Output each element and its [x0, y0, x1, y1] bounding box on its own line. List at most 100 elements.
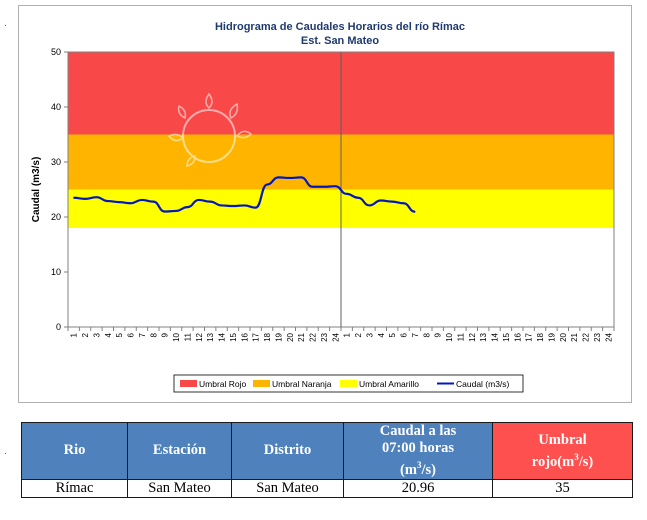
- x-tick-label: 4: [377, 332, 386, 337]
- y-tick-label: 0: [56, 322, 61, 332]
- series-point: [198, 199, 200, 201]
- x-tick-label: 13: [206, 332, 215, 341]
- chart-subtitle: Est. San Mateo: [301, 35, 380, 47]
- x-tick-label: 23: [593, 332, 602, 341]
- legend-label: Umbral Naranja: [272, 379, 332, 389]
- x-tick-label: 5: [388, 332, 397, 337]
- series-point: [209, 201, 211, 203]
- x-tick-label: 8: [149, 332, 158, 337]
- series-point: [266, 183, 268, 186]
- x-tick-label: 4: [104, 332, 113, 337]
- legend-swatch: [180, 380, 197, 387]
- header-estacion: Estación: [127, 422, 232, 480]
- y-tick-label: 30: [51, 157, 61, 167]
- x-tick-label: 20: [286, 332, 295, 341]
- header-caudal: Caudal a las 07:00 horas (m3/s): [343, 422, 493, 480]
- series-point: [368, 204, 371, 207]
- legend-swatch: [340, 380, 357, 387]
- chart-title: Hidrograma de Caudales Horarios del río …: [215, 21, 465, 33]
- header-distrito: Distrito: [231, 422, 344, 480]
- x-tick-label: 16: [513, 332, 522, 341]
- cell-rio: Rímac: [21, 478, 128, 498]
- x-tick-label: 3: [92, 332, 101, 337]
- x-tick-label: 13: [479, 332, 488, 341]
- chart-frame: Hidrograma de Caudales Horarios del río …: [18, 5, 632, 403]
- header-umbral: Umbral rojo(m3/s): [492, 422, 633, 480]
- x-tick-label: 14: [491, 332, 500, 341]
- series-point: [323, 186, 325, 188]
- sun-watermark: [167, 92, 253, 167]
- x-tick-label: 12: [468, 332, 477, 341]
- cell-distrito: San Mateo: [231, 478, 344, 498]
- series-point: [380, 199, 382, 202]
- series-point: [141, 199, 143, 201]
- series-point: [175, 210, 177, 212]
- x-tick-label: 17: [525, 332, 534, 341]
- x-tick-label: 6: [127, 332, 136, 337]
- table-header-row: Rio Estación Distrito Caudal a las 07:00…: [21, 422, 633, 480]
- x-tick-label: 23: [320, 332, 329, 341]
- x-tick-label: 14: [218, 332, 227, 341]
- header-rio: Rio: [21, 422, 128, 480]
- x-tick-label: 21: [570, 332, 579, 341]
- x-tick-label: 9: [161, 332, 170, 337]
- x-tick-label: 11: [456, 332, 465, 341]
- series-point: [402, 202, 405, 204]
- margin-mark: .: [4, 446, 7, 457]
- header-caudal-unit-pre: (m: [400, 461, 417, 478]
- series-point: [107, 200, 109, 202]
- x-tick-label: 8: [422, 332, 431, 337]
- x-tick-label: 18: [263, 332, 272, 341]
- y-tick-label: 20: [51, 212, 61, 222]
- x-tick-label: 5: [115, 332, 124, 337]
- series-point: [300, 176, 302, 178]
- x-tick-label: 19: [547, 332, 556, 341]
- series-point: [277, 176, 280, 178]
- series-point: [186, 206, 189, 208]
- series-point: [220, 204, 223, 207]
- cell-umbral: 35: [492, 478, 633, 498]
- x-tick-label: 6: [400, 332, 409, 337]
- header-umbral-line1: Umbral: [538, 431, 587, 448]
- x-tick-label: 7: [411, 332, 420, 337]
- header-umbral-unit-pre: rojo(m: [531, 453, 575, 470]
- legend-label: Umbral Rojo: [199, 379, 247, 389]
- table-row: Rímac San Mateo San Mateo 20.96 35: [21, 478, 633, 498]
- x-tick-label: 2: [354, 332, 363, 337]
- cell-estacion: San Mateo: [127, 478, 232, 498]
- header-caudal-unit-sup: 3: [416, 460, 422, 470]
- x-tick-label: 12: [195, 332, 204, 341]
- series-point: [243, 204, 245, 207]
- x-tick-label: 1: [70, 332, 79, 337]
- series-point: [334, 185, 336, 187]
- header-umbral-unit-post: /s): [578, 453, 594, 470]
- x-tick-label: 24: [604, 332, 613, 341]
- x-tick-label: 22: [582, 332, 591, 341]
- legend-swatch: [253, 380, 270, 387]
- series-point: [129, 202, 132, 204]
- x-tick-label: 1: [343, 332, 352, 337]
- y-tick-label: 50: [51, 47, 61, 57]
- x-tick-label: 21: [297, 332, 306, 341]
- x-tick-label: 16: [240, 332, 249, 341]
- cell-caudal: 20.96: [343, 478, 493, 498]
- x-tick-label: 19: [274, 332, 283, 341]
- header-caudal-unit-post: /s): [421, 461, 436, 478]
- y-tick-label: 10: [51, 267, 61, 277]
- x-tick-label: 2: [81, 332, 90, 337]
- header-caudal-line1: Caudal a las: [379, 423, 457, 439]
- data-table: Rio Estación Distrito Caudal a las 07:00…: [21, 422, 633, 498]
- x-tick-label: 22: [309, 332, 318, 341]
- series-point: [289, 177, 291, 179]
- x-tick-label: 11: [183, 332, 192, 341]
- x-tick-label: 10: [172, 332, 181, 341]
- series-point: [346, 193, 348, 195]
- x-tick-label: 10: [445, 332, 454, 341]
- series-point: [391, 201, 393, 203]
- x-tick-label: 9: [434, 332, 443, 337]
- series-point: [414, 211, 416, 213]
- x-tick-label: 20: [559, 332, 568, 341]
- margin-mark: .: [4, 18, 7, 29]
- x-tick-label: 7: [138, 332, 147, 337]
- y-tick-label: 40: [51, 102, 61, 112]
